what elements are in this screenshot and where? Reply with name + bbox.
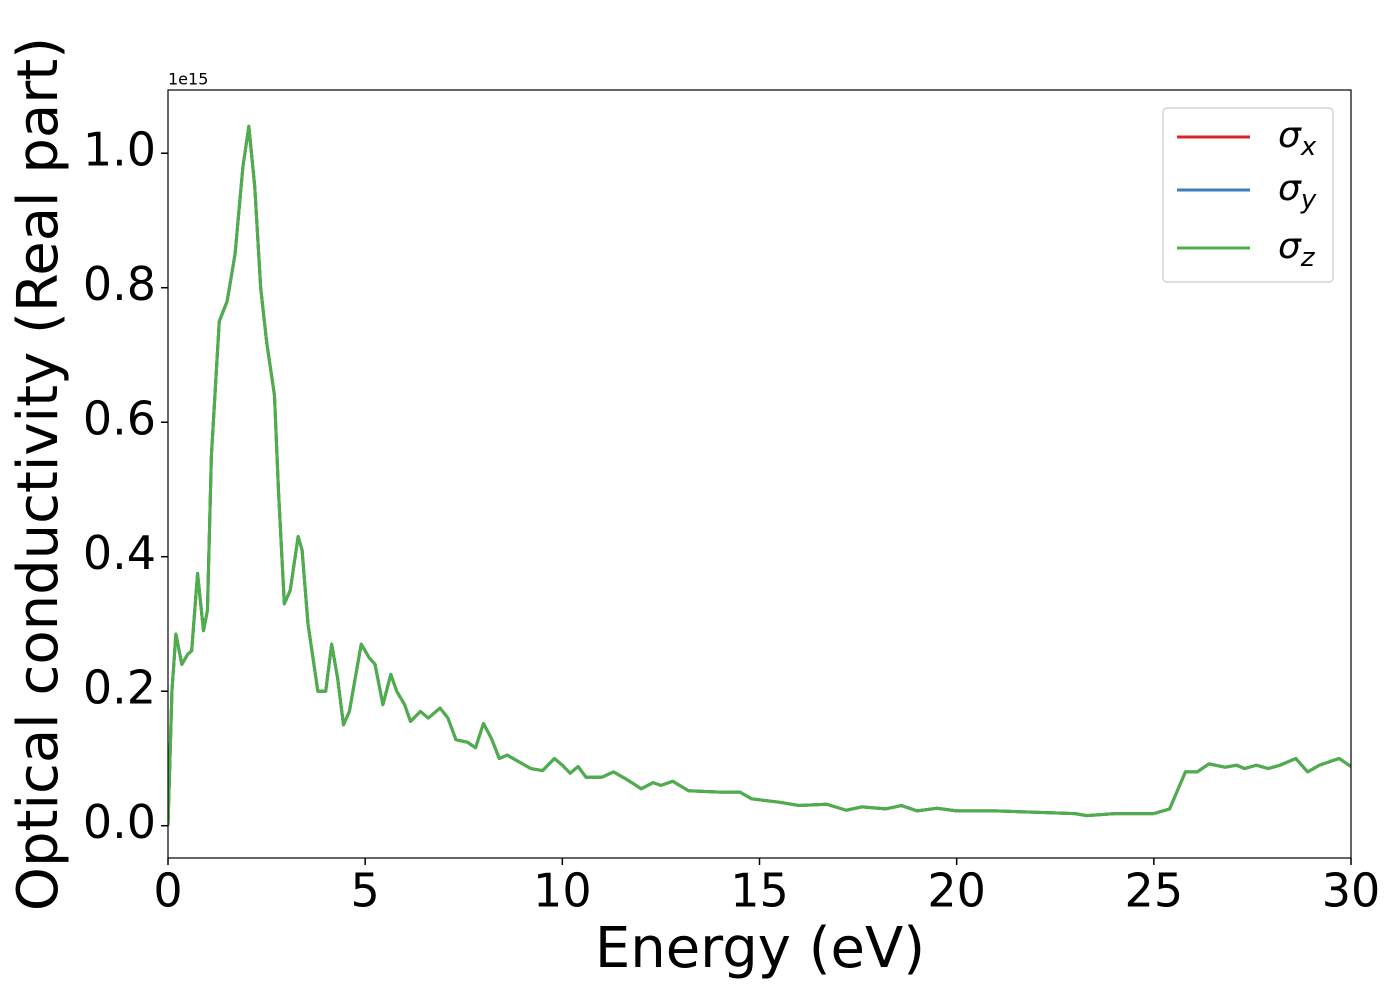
y-tick-label: 0.6 — [83, 392, 156, 446]
y-tick-label: 1.0 — [83, 123, 156, 177]
y-tick-label: 0.4 — [83, 526, 156, 580]
legend-label: σx — [1278, 115, 1317, 162]
x-tick-label: 30 — [1322, 864, 1381, 918]
legend-box — [1162, 107, 1334, 283]
y-tick-label: 0.0 — [83, 795, 156, 849]
y-tick-label: 0.2 — [83, 661, 156, 715]
plot-frame — [167, 89, 1352, 859]
x-tick-label: 5 — [351, 864, 380, 918]
legend-label: σy — [1278, 168, 1317, 215]
legend-label: σz — [1278, 226, 1316, 273]
x-tick-label: 10 — [533, 864, 592, 918]
x-axis-label: Energy (eV) — [595, 916, 925, 981]
x-tick-label: 0 — [153, 864, 182, 918]
y-tick-label: 0.8 — [83, 257, 156, 311]
x-tick-label: 15 — [730, 864, 789, 918]
series-line — [168, 124, 1351, 826]
x-tick-label: 20 — [927, 864, 986, 918]
y-offset-label: 1e15 — [168, 70, 208, 89]
y-axis-label: Optical conductivity (Real part) — [6, 37, 71, 911]
x-tick-label: 25 — [1125, 864, 1184, 918]
